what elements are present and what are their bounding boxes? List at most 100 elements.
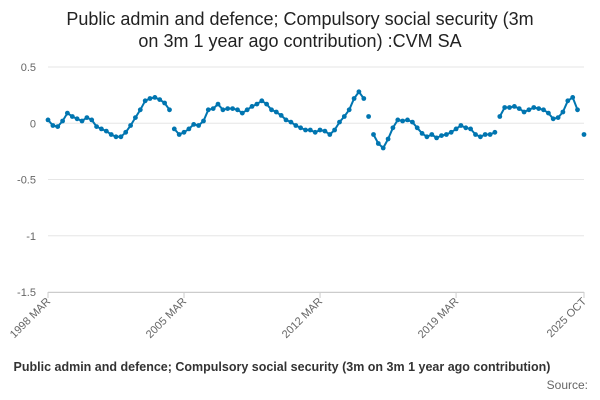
data-point bbox=[385, 136, 391, 142]
data-point bbox=[346, 107, 352, 113]
gridlines bbox=[48, 66, 584, 293]
data-point bbox=[424, 134, 430, 140]
y-tick-label: -1 bbox=[26, 231, 36, 243]
chart-title: Public admin and defence; Compulsory soc… bbox=[0, 8, 600, 52]
data-point bbox=[181, 129, 187, 135]
data-point bbox=[128, 123, 134, 128]
data-point bbox=[239, 110, 245, 116]
data-point bbox=[142, 98, 148, 104]
data-point bbox=[133, 115, 138, 120]
data-point bbox=[89, 117, 95, 123]
data-point bbox=[201, 118, 206, 124]
data-point bbox=[244, 107, 250, 113]
data-point bbox=[448, 129, 454, 135]
data-point bbox=[458, 123, 464, 128]
legend-entry-label: Public admin and defence; Compulsory soc… bbox=[13, 360, 551, 374]
data-point bbox=[516, 106, 522, 111]
data-point bbox=[191, 122, 197, 127]
data-point bbox=[147, 96, 153, 101]
data-point bbox=[94, 124, 99, 129]
data-point bbox=[327, 132, 333, 137]
data-point bbox=[550, 116, 556, 122]
data-point bbox=[570, 95, 576, 100]
legend: Public admin and defence; Compulsory soc… bbox=[0, 360, 600, 374]
x-tick-label: 1998 MAR bbox=[8, 296, 53, 341]
data-point bbox=[69, 114, 75, 119]
axes bbox=[47, 292, 585, 298]
data-point bbox=[581, 132, 587, 137]
data-point bbox=[473, 132, 478, 137]
data-point bbox=[555, 115, 561, 120]
data-point bbox=[468, 126, 473, 132]
data-point bbox=[541, 107, 546, 113]
data-point bbox=[322, 128, 328, 134]
data-point bbox=[65, 110, 70, 116]
data-point bbox=[264, 101, 269, 107]
data-point bbox=[176, 132, 182, 137]
data-point bbox=[332, 127, 337, 133]
data-point bbox=[225, 106, 231, 111]
data-point bbox=[60, 118, 65, 124]
data-point bbox=[414, 125, 420, 131]
data-point bbox=[307, 127, 313, 133]
data-point bbox=[230, 106, 236, 111]
data-point bbox=[273, 109, 279, 115]
chart-title-line-1: Public admin and defence; Compulsory soc… bbox=[66, 9, 534, 29]
data-point bbox=[375, 141, 381, 146]
data-point bbox=[429, 132, 435, 137]
data-point bbox=[220, 107, 226, 113]
x-tick-label: 2025 OCT bbox=[545, 295, 590, 340]
x-tick-labels: 1998 MAR 2005 MAR 2012 MAR 2019 MAR 2025 OCT bbox=[8, 295, 589, 340]
data-point bbox=[444, 132, 449, 137]
data-point bbox=[512, 104, 517, 109]
data-point bbox=[453, 126, 459, 132]
x-tick-label: 2012 MAR bbox=[280, 296, 325, 341]
data-point bbox=[205, 107, 211, 113]
data-point bbox=[487, 132, 493, 137]
data-point bbox=[196, 123, 202, 128]
data-point bbox=[215, 101, 221, 107]
data-point bbox=[371, 132, 376, 137]
data-point bbox=[361, 96, 367, 101]
data-point bbox=[531, 105, 537, 110]
data-point bbox=[74, 116, 80, 122]
series-line-segment bbox=[173, 90, 365, 136]
y-tick-label: 0.5 bbox=[21, 62, 36, 74]
data-point bbox=[521, 109, 527, 115]
data-point bbox=[317, 127, 323, 133]
series-line-segment bbox=[47, 96, 171, 138]
x-tick-label: 2005 MAR bbox=[144, 296, 189, 341]
data-point bbox=[249, 104, 255, 109]
data-point bbox=[434, 135, 439, 141]
data-point bbox=[356, 89, 362, 95]
x-tick-label: 2019 MAR bbox=[416, 296, 461, 341]
source-label: Source: bbox=[546, 378, 588, 392]
series-line bbox=[45, 89, 587, 151]
data-point bbox=[269, 107, 274, 113]
data-point bbox=[439, 133, 444, 139]
data-point bbox=[79, 118, 85, 124]
data-point bbox=[113, 134, 119, 140]
y-tick-labels: 0.5 0 -0.5 -1 -1.5 bbox=[17, 62, 36, 299]
data-point bbox=[492, 129, 498, 135]
data-point bbox=[565, 98, 571, 104]
y-tick-label: -0.5 bbox=[17, 175, 36, 187]
data-point bbox=[254, 101, 260, 107]
data-point bbox=[298, 125, 303, 131]
data-point bbox=[337, 119, 342, 125]
data-point bbox=[546, 110, 551, 116]
data-point bbox=[405, 117, 410, 123]
data-point bbox=[45, 117, 51, 123]
data-point bbox=[157, 97, 163, 102]
data-point bbox=[235, 107, 240, 113]
data-point bbox=[502, 105, 508, 110]
data-point bbox=[366, 114, 371, 119]
data-point bbox=[167, 107, 172, 113]
y-tick-label: 0 bbox=[30, 118, 36, 130]
data-point bbox=[118, 134, 124, 140]
data-point bbox=[536, 106, 542, 111]
data-point bbox=[123, 129, 129, 135]
data-point bbox=[152, 95, 158, 100]
data-point bbox=[497, 114, 503, 119]
